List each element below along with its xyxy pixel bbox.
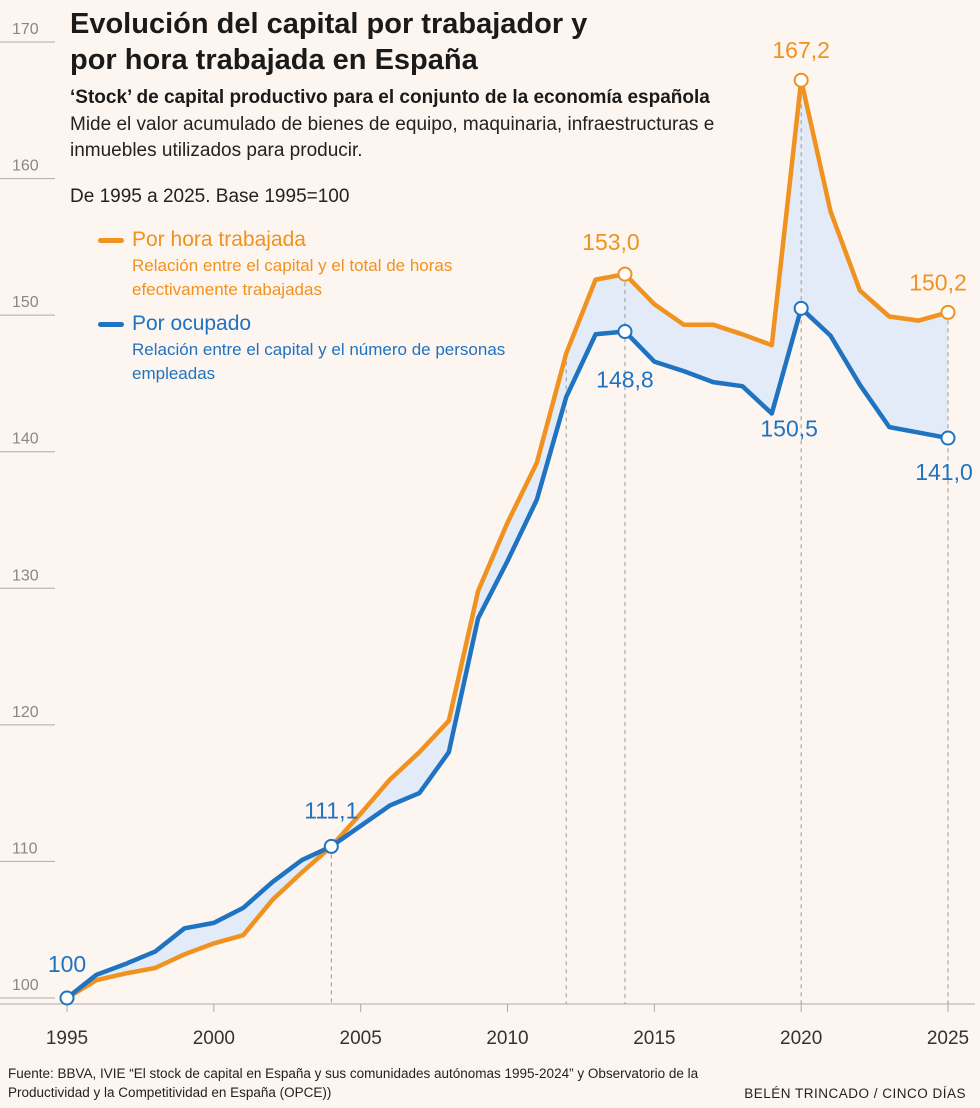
data-label-2014-0: 153,0 bbox=[582, 229, 640, 255]
series-line-ocupado bbox=[64, 306, 951, 1001]
legend-label-hora: Por hora trabajada bbox=[132, 228, 306, 251]
legend-desc-ocupado: Relación entre el capital y el número de… bbox=[132, 340, 506, 383]
y-tick-label-170: 170 bbox=[12, 21, 39, 38]
x-tick-label-2015: 2015 bbox=[633, 1028, 675, 1049]
legend: Por hora trabajada Relación entre el cap… bbox=[98, 226, 518, 394]
marker-2025-1 bbox=[940, 430, 956, 446]
data-label-1995-1: 100 bbox=[48, 951, 86, 977]
data-label-2004-1: 111,1 bbox=[304, 797, 358, 823]
chart-description: Mide el valor acumulado de bienes de equ… bbox=[70, 114, 715, 161]
x-tick-label-2025: 2025 bbox=[927, 1028, 969, 1049]
y-tick-label-110: 110 bbox=[12, 840, 38, 857]
data-label-2014-1: 148,8 bbox=[596, 367, 654, 393]
legend-desc-hora: Relación entre el capital y el total de … bbox=[132, 256, 453, 299]
marker-2004-1 bbox=[323, 838, 339, 854]
data-label-2020-1: 150,5 bbox=[760, 415, 818, 441]
source-note: Fuente: BBVA, IVIE “El stock de capital … bbox=[8, 1066, 699, 1100]
range-note: De 1995 a 2025. Base 1995=100 bbox=[70, 186, 350, 207]
x-tick-label-1995: 1995 bbox=[46, 1028, 88, 1049]
legend-swatch-hora bbox=[98, 238, 124, 243]
x-tick-label-2010: 2010 bbox=[486, 1028, 528, 1049]
marker-2014-0 bbox=[617, 266, 633, 282]
y-tick-label-130: 130 bbox=[12, 567, 39, 584]
legend-swatch-ocupado bbox=[98, 322, 124, 327]
legend-item-hora: Por hora trabajada Relación entre el cap… bbox=[98, 226, 518, 302]
x-tick-label-2000: 2000 bbox=[193, 1028, 235, 1049]
y-tick-label-140: 140 bbox=[12, 431, 39, 448]
marker-2014-1 bbox=[617, 324, 633, 340]
marker-2020-1 bbox=[793, 300, 809, 316]
data-label-2025-0: 150,2 bbox=[909, 269, 967, 295]
data-label-2025-1: 141,0 bbox=[915, 459, 973, 485]
chart-title: Evolución del capital por trabajador y p… bbox=[70, 8, 588, 76]
legend-item-ocupado: Por ocupado Relación entre el capital y … bbox=[98, 310, 518, 386]
y-tick-label-100: 100 bbox=[12, 977, 39, 994]
chart-subtitle: ‘Stock’ de capital productivo para el co… bbox=[70, 87, 710, 108]
marker-1995-1 bbox=[59, 990, 75, 1006]
x-tick-label-2020: 2020 bbox=[780, 1028, 822, 1049]
credit: BELÉN TRINCADO / CINCO DÍAS bbox=[744, 1086, 966, 1101]
marker-2020-0 bbox=[793, 72, 809, 88]
series-gap-area bbox=[67, 80, 948, 998]
x-tick-label-2005: 2005 bbox=[340, 1028, 382, 1049]
y-tick-label-150: 150 bbox=[12, 294, 39, 311]
data-label-2020-0: 167,2 bbox=[772, 37, 830, 63]
marker-2025-0 bbox=[940, 304, 956, 320]
y-tick-label-160: 160 bbox=[12, 158, 39, 175]
legend-label-ocupado: Por ocupado bbox=[132, 312, 252, 335]
y-tick-label-120: 120 bbox=[12, 704, 39, 721]
